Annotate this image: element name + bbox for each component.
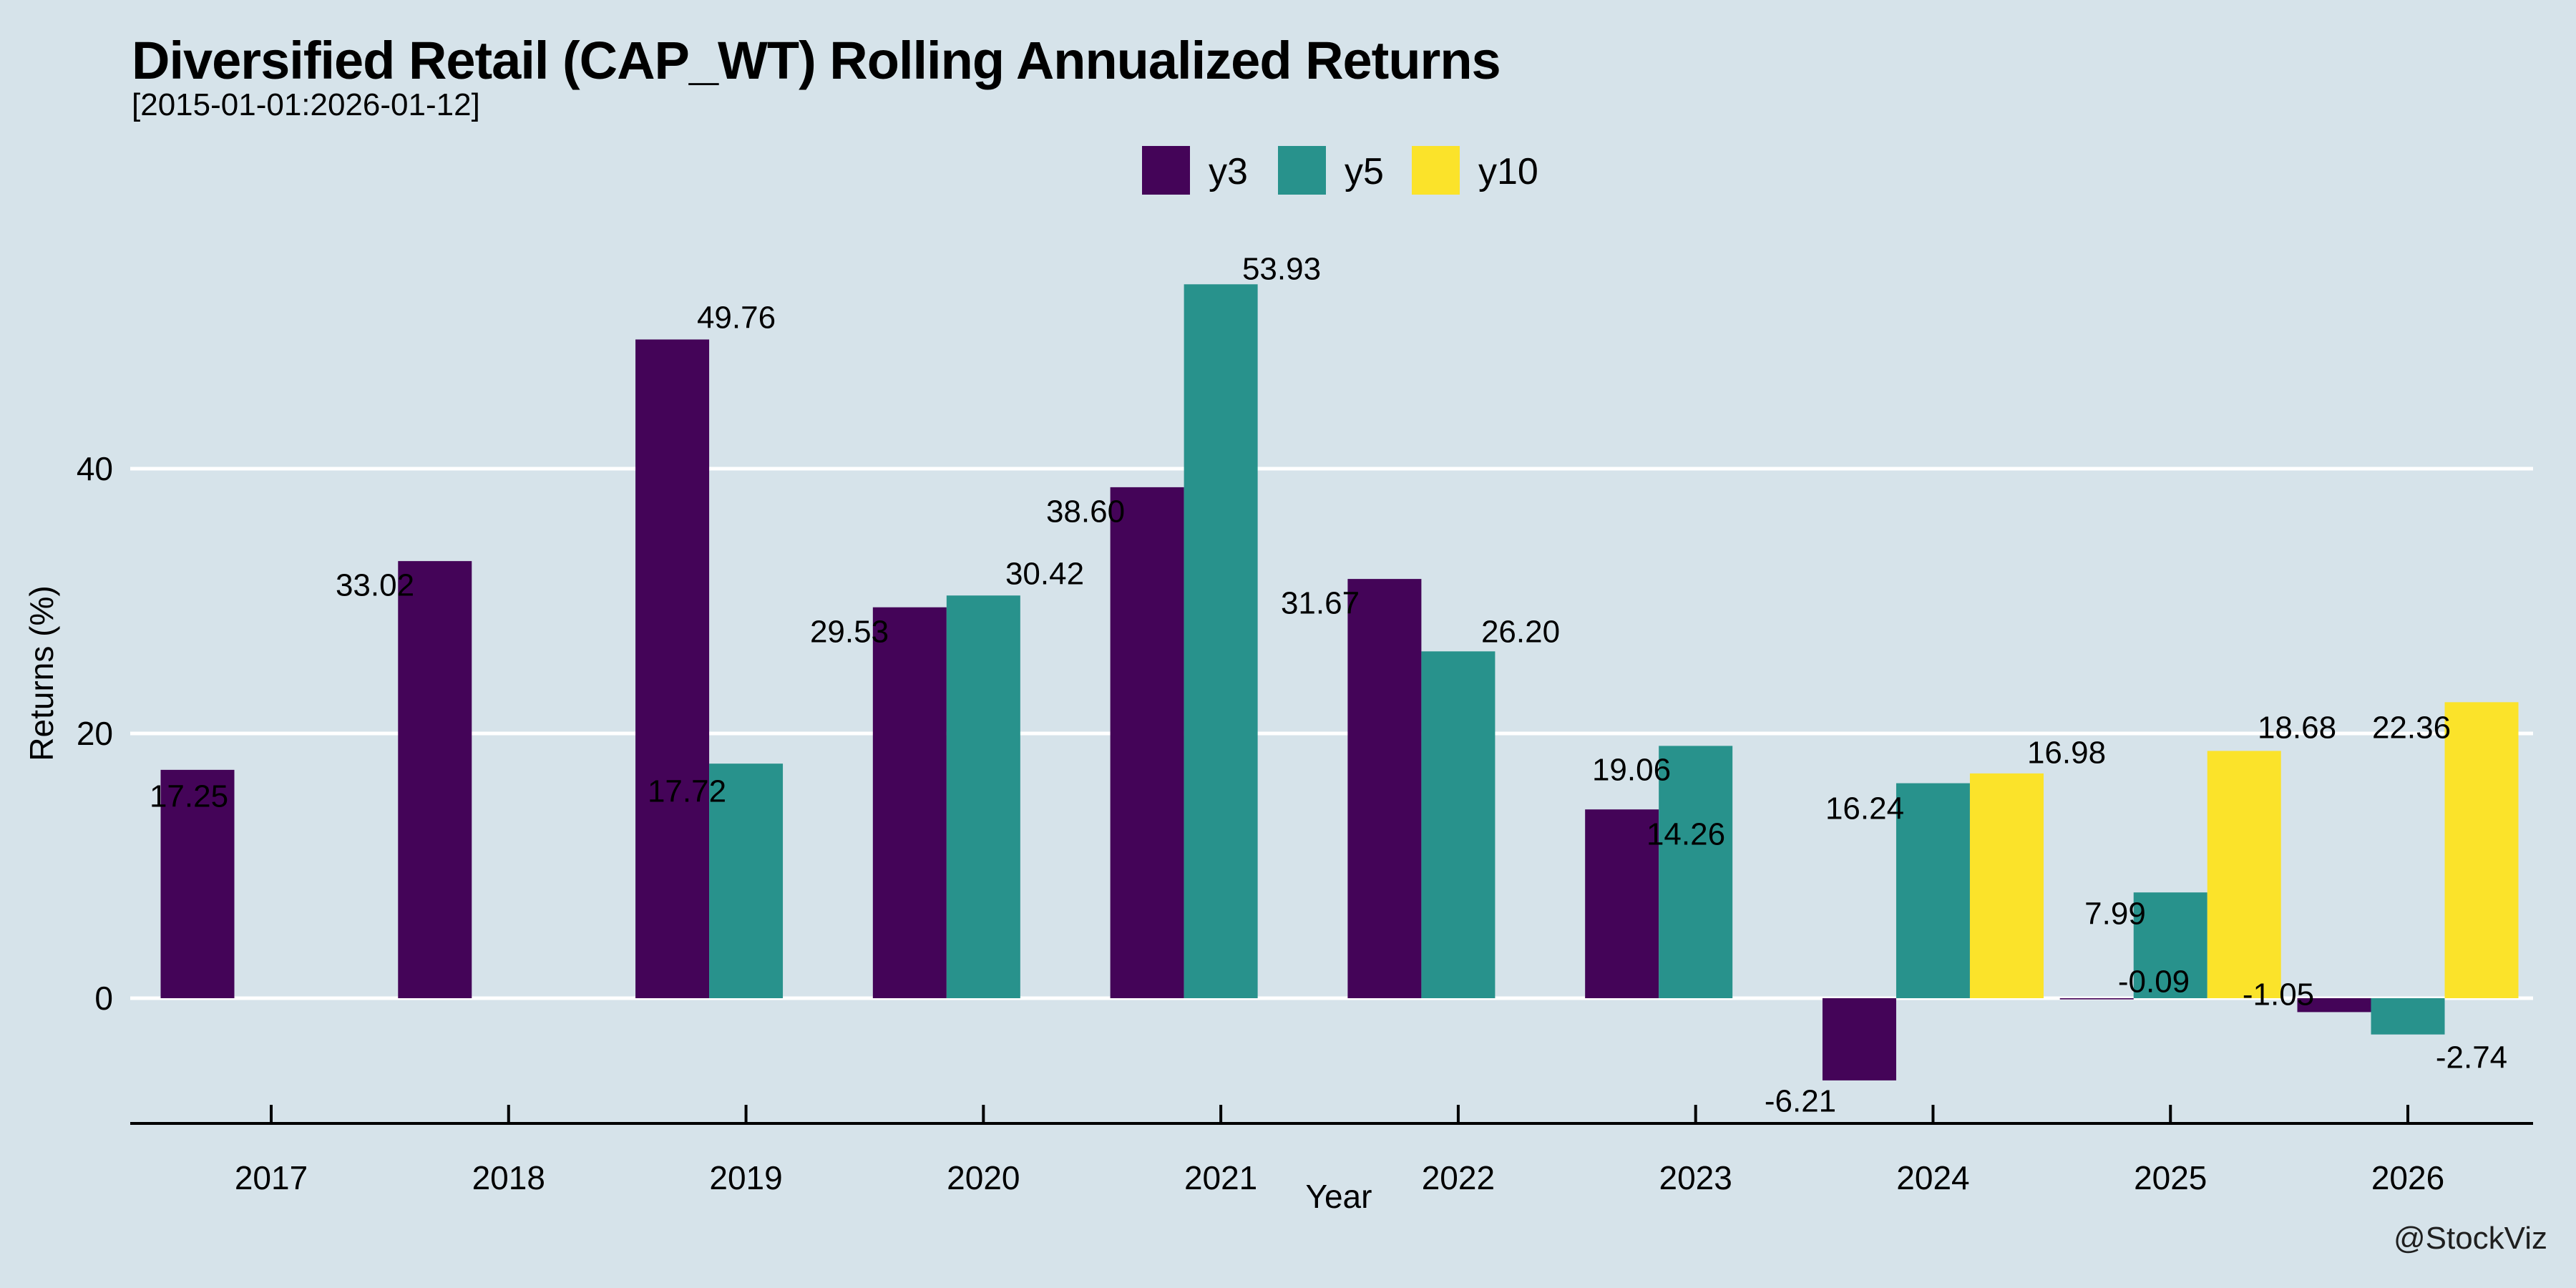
x-axis-line	[130, 1122, 2533, 1125]
bar-y3-2023	[1585, 809, 1659, 998]
gridlines	[130, 467, 2533, 1000]
bar-y5-2020	[946, 595, 1020, 998]
x-tick-2018	[507, 1105, 510, 1123]
legend-label-y5: y5	[1345, 151, 1384, 192]
gridline-20	[130, 731, 2533, 736]
value-label-y5-2023: 19.06	[1592, 753, 1671, 788]
value-label-y3-2019: 49.76	[697, 301, 776, 336]
bar-value-labels: 17.25 33.02 49.76 29.53 38.60 31.67 14.26 -6.21…	[150, 252, 2507, 1119]
bar-y5-2021	[1184, 284, 1258, 998]
bar-y5-2022	[1421, 651, 1496, 998]
x-tick-2019	[744, 1105, 748, 1123]
x-tick-label: 2017	[235, 1159, 308, 1196]
x-tick-2024	[1931, 1105, 1935, 1123]
value-label-y10-2026: 22.36	[2372, 711, 2451, 746]
bar-y10-2024	[1969, 773, 2044, 998]
y-tick-label: 40	[77, 450, 113, 487]
x-tick-2020	[982, 1105, 985, 1123]
value-label-y3-2017: 17.25	[150, 779, 228, 814]
legend-swatch-y5	[1278, 146, 1326, 195]
bar-y3-2019	[635, 339, 710, 998]
value-label-y3-2018: 33.02	[336, 568, 414, 603]
x-tick-labels: 2017 2018 2019 2020 2021 2022 2023 2024 2025 2026	[235, 1159, 2444, 1196]
value-label-y3-2026: -1.05	[2243, 977, 2314, 1013]
value-label-y5-2019: 17.72	[648, 774, 726, 809]
x-tick-label: 2019	[709, 1159, 782, 1196]
legend-swatch-y10	[1412, 146, 1460, 195]
bars	[160, 284, 2519, 1080]
y-axis-title: Returns (%)	[23, 585, 60, 761]
value-label-y10-2025: 18.68	[2258, 711, 2336, 746]
x-tick-label: 2020	[947, 1159, 1020, 1196]
x-tick-2022	[1456, 1105, 1460, 1123]
legend-swatch-y3	[1142, 146, 1190, 195]
bar-y3-2022	[1347, 579, 1422, 998]
x-tick-2025	[2169, 1105, 2172, 1123]
gridline-40	[130, 467, 2533, 471]
x-tick-label: 2022	[1422, 1159, 1495, 1196]
bar-y10-2026	[2444, 702, 2519, 998]
bar-y5-2023	[1659, 746, 1733, 998]
value-label-y3-2024: -6.21	[1765, 1084, 1836, 1119]
x-tick-2026	[2406, 1105, 2410, 1123]
value-label-y3-2022: 31.67	[1281, 586, 1360, 621]
y-tick-label: 0	[94, 980, 113, 1017]
bar-y3-2025	[2059, 998, 2134, 1000]
legend: y3 y5 y10	[1142, 146, 1538, 195]
chart-subtitle: [2015-01-01:2026-01-12]	[132, 87, 480, 122]
value-label-y5-2020: 30.42	[1005, 557, 1084, 592]
bar-y5-2025	[2133, 892, 2207, 998]
value-label-y5-2022: 26.20	[1481, 615, 1560, 650]
bar-y3-2024	[1822, 998, 1896, 1080]
y-tick-label: 20	[77, 715, 113, 752]
y-tick-labels: 0 20 40	[77, 450, 113, 1017]
bar-y10-2025	[2207, 751, 2281, 998]
value-label-y3-2025: -0.09	[2118, 965, 2190, 1000]
bar-y3-2020	[872, 607, 947, 998]
x-tick-2017	[270, 1105, 273, 1123]
x-axis	[130, 1105, 2533, 1125]
x-tick-label: 2023	[1659, 1159, 1732, 1196]
value-label-y5-2024: 16.24	[1825, 791, 1904, 826]
value-label-y3-2023: 14.26	[1646, 817, 1725, 852]
watermark: @StockViz	[2393, 1221, 2547, 1256]
value-label-y10-2024: 16.98	[2027, 736, 2106, 771]
gridline-0	[130, 996, 2533, 1000]
chart-title: Diversified Retail (CAP_WT) Rolling Annu…	[132, 31, 1501, 90]
bar-y3-2017	[160, 769, 235, 998]
value-label-y3-2020: 29.53	[810, 615, 889, 650]
legend-label-y3: y3	[1209, 151, 1248, 192]
x-tick-label: 2024	[1896, 1159, 1969, 1196]
x-tick-2023	[1694, 1105, 1697, 1123]
bar-y5-2019	[709, 763, 784, 998]
bar-y5-2026	[2371, 998, 2445, 1035]
x-tick-2021	[1219, 1105, 1223, 1123]
x-tick-label: 2025	[2134, 1159, 2207, 1196]
value-label-y5-2025: 7.99	[2084, 897, 2146, 932]
value-label-y5-2021: 53.93	[1242, 252, 1321, 287]
value-label-y5-2026: -2.74	[2436, 1040, 2507, 1075]
bar-y3-2018	[398, 561, 472, 998]
x-tick-label: 2018	[472, 1159, 545, 1196]
value-label-y3-2021: 38.60	[1046, 494, 1125, 530]
bar-y3-2021	[1110, 487, 1184, 998]
x-tick-label: 2021	[1184, 1159, 1257, 1196]
bar-y5-2024	[1896, 783, 1970, 998]
x-axis-title: Year	[1306, 1178, 1372, 1215]
bar-y3-2026	[2297, 998, 2371, 1013]
legend-label-y10: y10	[1478, 151, 1538, 192]
x-tick-label: 2026	[2371, 1159, 2444, 1196]
